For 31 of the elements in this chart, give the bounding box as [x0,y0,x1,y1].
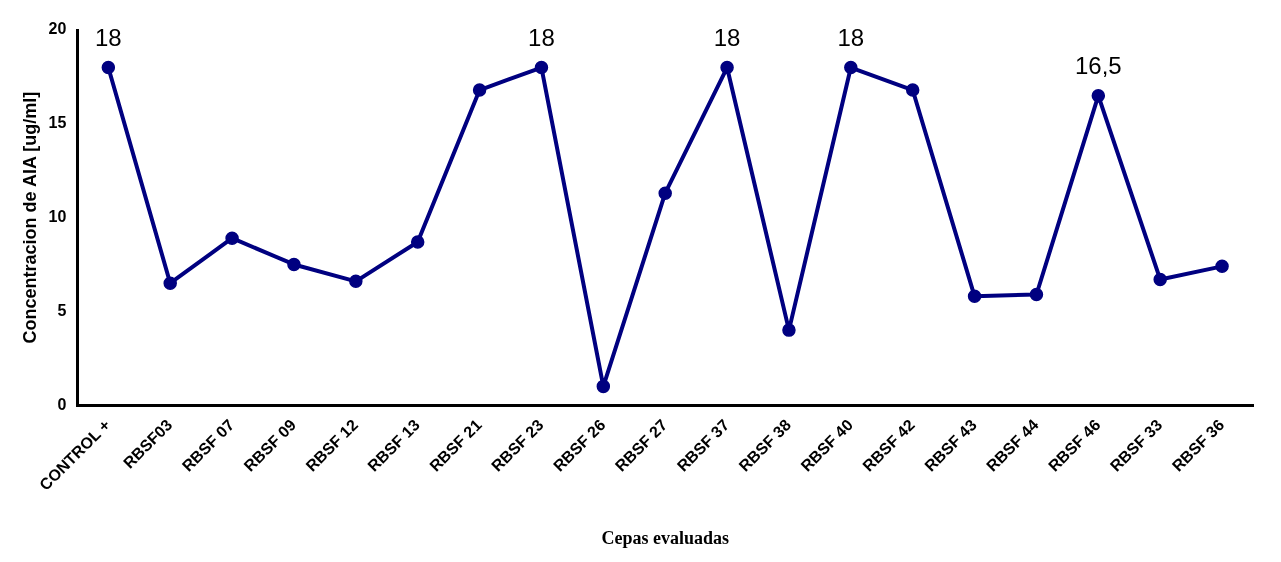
data-label: 18 [713,24,741,52]
y-tick-label: 10 [48,207,67,225]
point [1029,287,1044,302]
point [472,83,487,97]
point [101,60,116,75]
point [967,289,982,304]
y-tick-label: 15 [48,114,67,132]
point [287,257,301,272]
point [905,83,920,97]
point [720,60,734,75]
point [596,379,611,394]
point [844,60,858,75]
point [225,231,239,245]
y-tick-label: 0 [57,395,67,413]
point [782,323,796,337]
y-tick-label: 5 [57,301,67,319]
point [534,60,549,75]
y-tick-label: 20 [48,20,67,38]
x-axis-title: Cepas evaluadas [601,527,729,548]
data-label: 16,5 [1074,52,1122,80]
point [163,276,177,290]
point [658,186,672,200]
data-label: 18 [837,24,865,52]
point [410,235,425,249]
data-label: 18 [94,24,122,52]
y-axis-title: Concentracion de AIA [ug/ml] [19,91,40,344]
point [1215,259,1229,274]
point [1153,272,1167,287]
point [349,274,363,289]
data-label: 18 [528,24,555,52]
point [1091,88,1106,103]
